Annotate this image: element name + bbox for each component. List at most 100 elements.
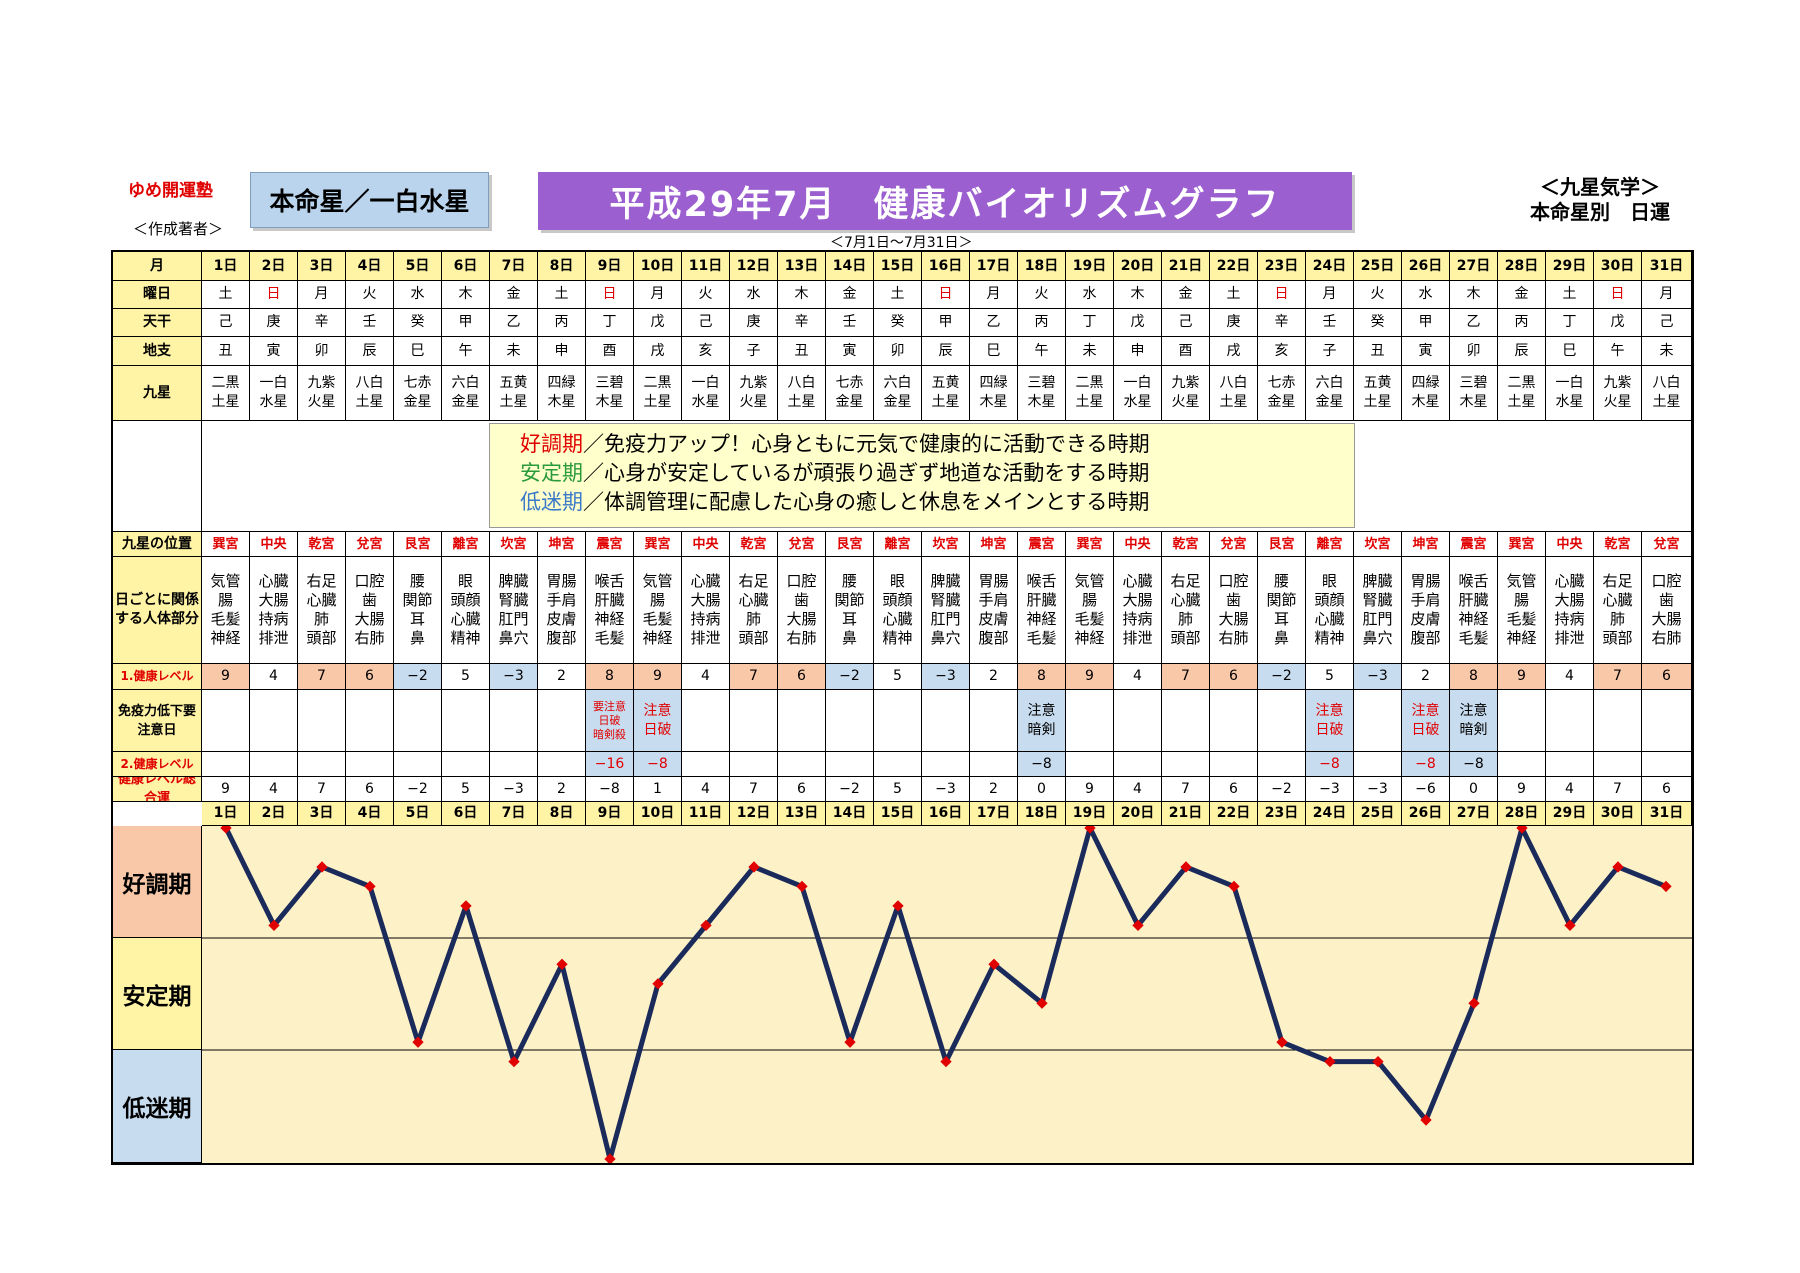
data-point	[1180, 861, 1192, 873]
day-footer: 2日	[250, 802, 298, 826]
position-cell: 坎宮	[1354, 532, 1402, 557]
position-cell: 中央	[682, 532, 730, 557]
weekday-cell: 火	[1354, 281, 1402, 309]
chishi-cell: 午	[1594, 337, 1642, 366]
level2-cell: −8	[1018, 752, 1066, 777]
kyusei-text: 七赤 金星	[835, 375, 864, 410]
weekday-cell: 金	[1162, 281, 1210, 309]
total-cell: 0	[1018, 777, 1066, 802]
caution-cell	[298, 690, 346, 752]
tenkan-cell: 癸	[394, 309, 442, 337]
kyusei-text: 八白 土星	[787, 375, 816, 410]
day-footer: 26日	[1402, 802, 1450, 826]
caution-cell: 注意 日破	[1306, 690, 1354, 752]
position-cell: 兌宮	[1210, 532, 1258, 557]
chart-background	[202, 826, 1692, 1163]
position-cell: 離宮	[442, 532, 490, 557]
position-cell: 乾宮	[1594, 532, 1642, 557]
kyusei-text: 六白 金星	[883, 375, 912, 410]
body-parts-cell: 腰 関節 耳 鼻	[826, 557, 874, 664]
day-header: 7日	[490, 252, 538, 281]
school-name: ゆめ開運塾	[128, 181, 213, 201]
day-footer: 15日	[874, 802, 922, 826]
body-parts-cell: 口腔 歯 大腸 右肺	[1210, 557, 1258, 664]
total-cell: 5	[874, 777, 922, 802]
day-footer: 28日	[1498, 802, 1546, 826]
weekday-cell: 月	[298, 281, 346, 309]
body-parts-cell: 心臓 大腸 持病 排泄	[1546, 557, 1594, 664]
day-header: 20日	[1114, 252, 1162, 281]
day-footer: 6日	[442, 802, 490, 826]
total-cell: 6	[1642, 777, 1692, 802]
kyusei-text: 五黄 土星	[499, 375, 528, 410]
kyusei-cell: 三碧 木星	[1018, 366, 1066, 421]
caution-cell	[970, 690, 1018, 752]
total-cell: 4	[250, 777, 298, 802]
kyusei-cell: 五黄 土星	[1354, 366, 1402, 421]
weekday-cell: 金	[1498, 281, 1546, 309]
row-label-month: 月	[113, 252, 202, 281]
body-parts-cell: 喉舌 肝臓 神経 毛髪	[1018, 557, 1066, 664]
day-footer: 1日	[202, 802, 250, 826]
level1-cell: 6	[1642, 664, 1692, 690]
day-footer: 3日	[298, 802, 346, 826]
total-cell: 6	[1210, 777, 1258, 802]
body-parts-cell: 心臓 大腸 持病 排泄	[1114, 557, 1162, 664]
total-cell: 4	[1114, 777, 1162, 802]
tenkan-cell: 甲	[442, 309, 490, 337]
kyusei-cell: 六白 金星	[442, 366, 490, 421]
day-header: 14日	[826, 252, 874, 281]
day-footer: 20日	[1114, 802, 1162, 826]
band-label-low: 低迷期	[113, 1050, 202, 1163]
chishi-cell: 戌	[1210, 337, 1258, 366]
weekday-cell: 金	[490, 281, 538, 309]
kyusei-cell: 五黄 土星	[490, 366, 538, 421]
caution-cell	[1258, 690, 1306, 752]
total-cell: −3	[490, 777, 538, 802]
level2-cell	[202, 752, 250, 777]
position-cell: 巽宮	[1498, 532, 1546, 557]
level2-cell	[826, 752, 874, 777]
weekday-cell: 月	[970, 281, 1018, 309]
kyusei-cell: 四緑 木星	[538, 366, 586, 421]
caution-cell	[250, 690, 298, 752]
chishi-cell: 丑	[202, 337, 250, 366]
day-footer: 19日	[1066, 802, 1114, 826]
body-parts-cell: 腰 関節 耳 鼻	[394, 557, 442, 664]
band-label-stable: 安定期	[113, 938, 202, 1050]
level1-cell: −3	[490, 664, 538, 690]
level2-cell	[970, 752, 1018, 777]
day-footer: 7日	[490, 802, 538, 826]
level2-cell	[538, 752, 586, 777]
data-point	[1468, 997, 1480, 1009]
caution-cell: 注意 日破	[1402, 690, 1450, 752]
chishi-cell: 亥	[682, 337, 730, 366]
kyusei-cell: 一白 水星	[1114, 366, 1162, 421]
row-label-level1: 1.健康レベル	[113, 664, 202, 690]
kyusei-cell: 六白 金星	[1306, 366, 1354, 421]
level2-cell	[442, 752, 490, 777]
level2-cell	[1114, 752, 1162, 777]
body-parts-cell: 気管 腸 毛髪 神経	[1066, 557, 1114, 664]
level1-cell: 5	[874, 664, 922, 690]
weekday-cell: 木	[1114, 281, 1162, 309]
day-footer: 13日	[778, 802, 826, 826]
chishi-cell: 寅	[250, 337, 298, 366]
data-point	[1228, 880, 1240, 893]
level2-cell	[682, 752, 730, 777]
tenkan-cell: 乙	[970, 309, 1018, 337]
date-range: ＜7月1日～7月31日＞	[830, 235, 973, 251]
level1-cell: 4	[682, 664, 730, 690]
weekday-cell: 土	[538, 281, 586, 309]
tenkan-cell: 丙	[1018, 309, 1066, 337]
kyusei-text: 八白 土星	[1652, 375, 1681, 410]
chishi-cell: 卯	[1450, 337, 1498, 366]
legend-line-2: 安定期／心身が安定しているが頑張り過ぎず地道な活動をする時期	[520, 459, 1354, 488]
level2-cell: −16	[586, 752, 634, 777]
row-label-total: 健康レベル総合運	[113, 777, 202, 802]
total-cell: −3	[922, 777, 970, 802]
day-header: 8日	[538, 252, 586, 281]
day-footer: 30日	[1594, 802, 1642, 826]
data-point	[892, 900, 904, 912]
chishi-cell: 丑	[778, 337, 826, 366]
